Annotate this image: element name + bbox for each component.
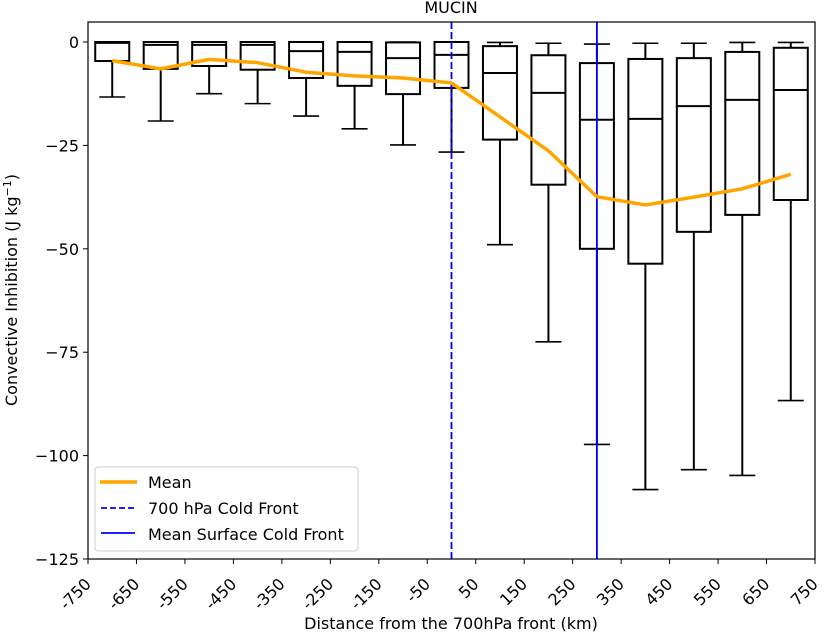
box-11 bbox=[627, 42, 664, 491]
box-0 bbox=[94, 41, 131, 98]
plot-frame bbox=[87, 21, 816, 560]
x-tick-label: 650 bbox=[738, 574, 773, 609]
legend-surface-label: Mean Surface Cold Front bbox=[148, 525, 344, 544]
box-1 bbox=[142, 41, 179, 122]
y-tick-label: −125 bbox=[35, 550, 79, 569]
box-13 bbox=[724, 41, 761, 477]
plot-area bbox=[94, 22, 809, 559]
box-iqr bbox=[288, 41, 325, 79]
box-iqr bbox=[627, 57, 664, 265]
x-tick-label: 250 bbox=[544, 574, 579, 609]
y-axis: 0 −25 −50 −75 −100 −125 bbox=[35, 33, 88, 569]
box-iqr bbox=[772, 46, 809, 201]
x-tick-label: -250 bbox=[298, 574, 337, 613]
x-tick-label: -350 bbox=[250, 574, 289, 613]
chart-title: MUCIN bbox=[424, 0, 477, 17]
y-tick-label: −100 bbox=[35, 447, 79, 466]
legend-box bbox=[94, 466, 359, 552]
box-8 bbox=[481, 41, 518, 246]
box-6 bbox=[385, 41, 422, 146]
box-iqr bbox=[239, 41, 276, 71]
box-3 bbox=[239, 41, 276, 105]
box-2 bbox=[191, 41, 228, 95]
y-tick-label: −50 bbox=[45, 240, 79, 259]
box-4 bbox=[288, 41, 325, 117]
box-iqr bbox=[675, 57, 712, 233]
box-iqr bbox=[191, 41, 228, 67]
x-tick-label: 750 bbox=[787, 574, 822, 609]
y-axis-label: Convective Inhibition (J kg−1) bbox=[1, 174, 21, 406]
x-tick-label: 450 bbox=[641, 574, 676, 609]
x-axis-label: Distance from the 700hPa front (km) bbox=[304, 614, 598, 632]
x-tick-label: -750 bbox=[56, 574, 95, 613]
x-tick-label: -50 bbox=[402, 574, 434, 606]
box-iqr bbox=[481, 45, 518, 141]
y-tick-label: 0 bbox=[69, 33, 79, 52]
legend: Mean 700 hPa Cold Front Mean Surface Col… bbox=[94, 466, 359, 552]
box-iqr bbox=[336, 41, 373, 87]
x-tick-label: 550 bbox=[690, 574, 725, 609]
box-iqr bbox=[724, 50, 761, 216]
x-tick-label: -650 bbox=[104, 574, 143, 613]
x-tick-label: 150 bbox=[496, 574, 531, 609]
x-tick-label: -550 bbox=[153, 574, 192, 613]
y-tick-label: −25 bbox=[45, 136, 79, 155]
x-tick-label: -450 bbox=[201, 574, 240, 613]
box-5 bbox=[336, 41, 373, 130]
x-tick-label: -150 bbox=[347, 574, 386, 613]
legend-700hpa-label: 700 hPa Cold Front bbox=[148, 499, 299, 518]
legend-mean-label: Mean bbox=[148, 473, 192, 492]
box-iqr bbox=[94, 41, 131, 63]
x-tick-label: 50 bbox=[455, 574, 483, 602]
box-iqr bbox=[530, 54, 567, 186]
y-tick-label: −75 bbox=[45, 343, 79, 362]
box-12 bbox=[675, 42, 712, 471]
box-9 bbox=[530, 42, 567, 343]
x-axis: -750 -650 -550 -450 -350 -250 -150 -50 50 150 250 3… bbox=[56, 559, 822, 614]
box-14 bbox=[772, 41, 809, 402]
x-tick-label: 350 bbox=[593, 574, 628, 609]
box-iqr bbox=[385, 41, 422, 96]
